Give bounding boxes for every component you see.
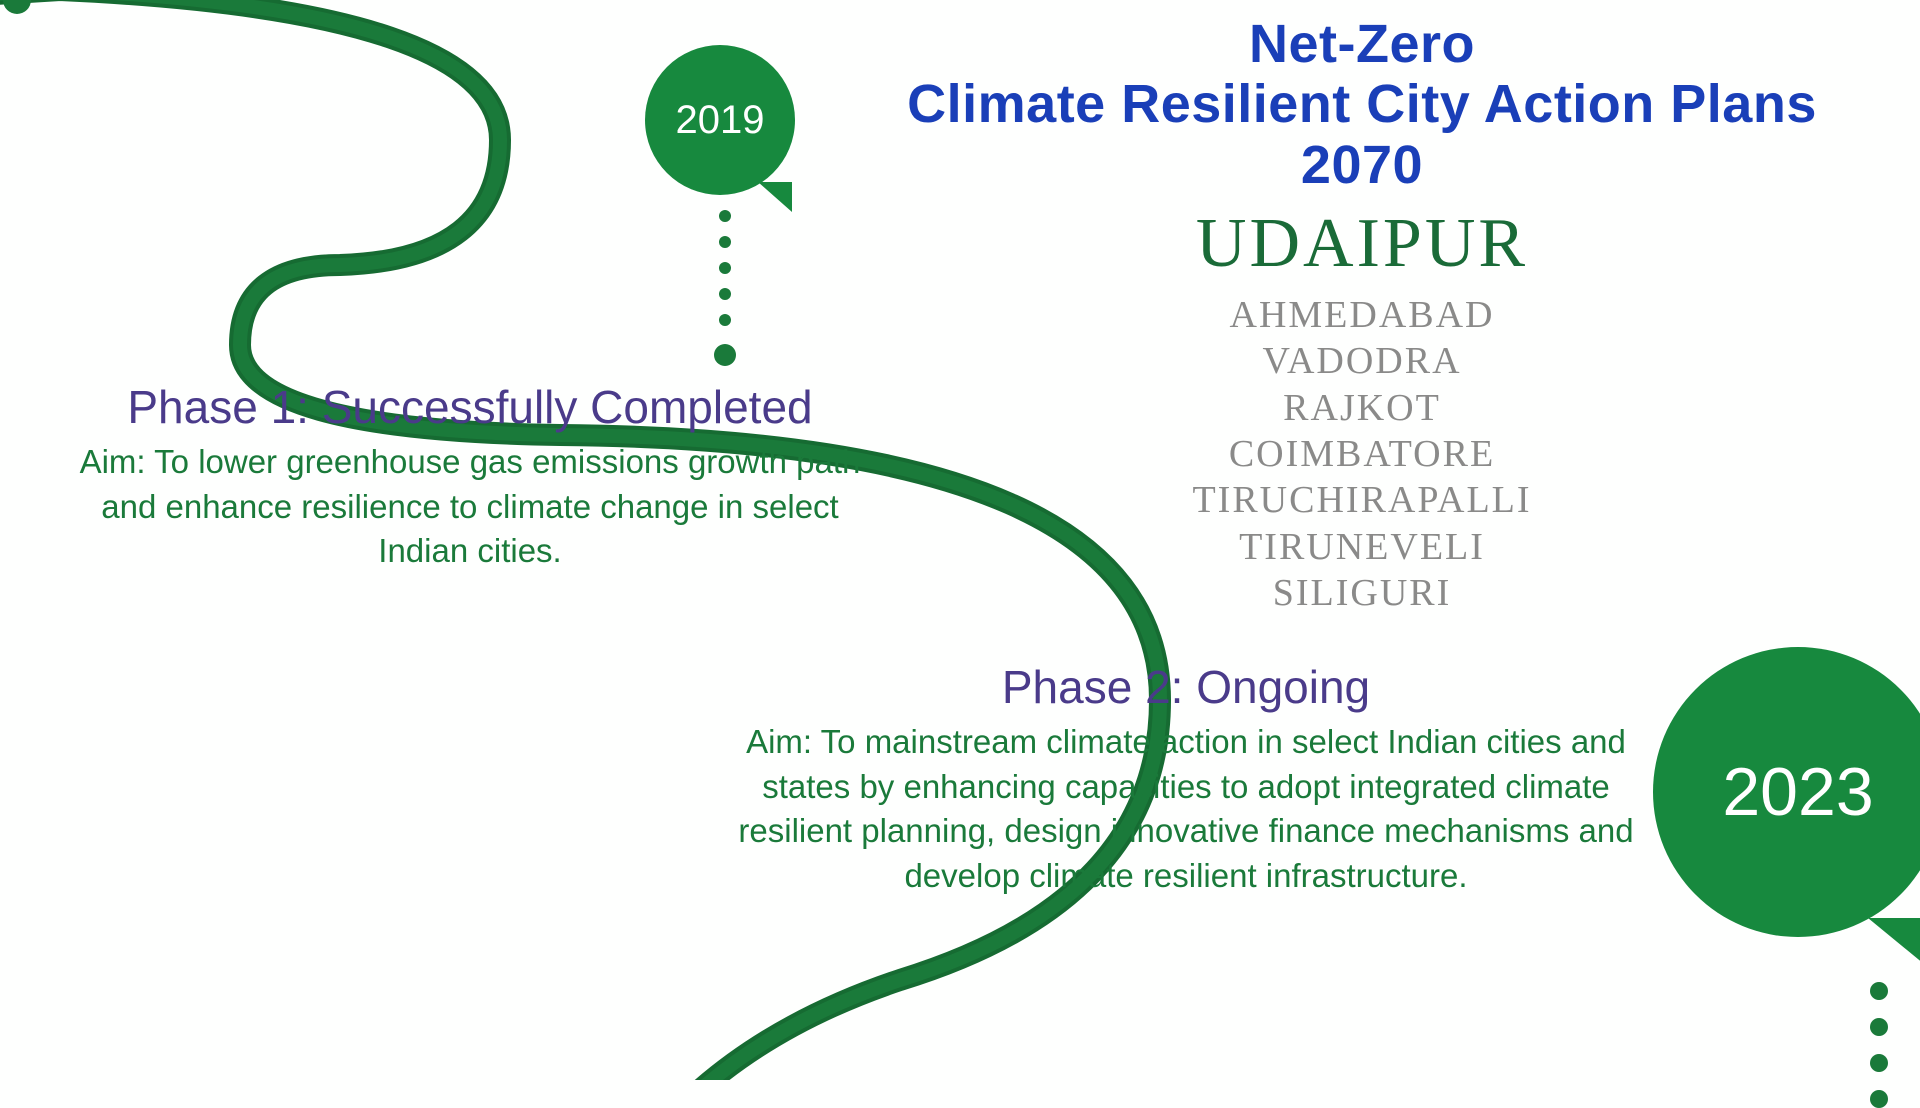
year-bubble-2019: 2019 xyxy=(645,45,795,195)
phase-2-title: Phase 2: Ongoing xyxy=(726,660,1646,714)
dotted-connector-2023 xyxy=(1870,982,1888,1108)
phase-1-title: Phase 1: Successfully Completed xyxy=(60,380,880,434)
city-highlight: UDAIPUR xyxy=(1012,204,1712,284)
title-line: 2070 xyxy=(832,135,1892,195)
bubble-tail-2019 xyxy=(758,182,792,212)
title-line: Climate Resilient City Action Plans xyxy=(832,74,1892,134)
city-item: TIRUNEVELI xyxy=(1012,524,1712,570)
city-item: AHMEDABAD xyxy=(1012,292,1712,338)
phase-2-block: Phase 2: Ongoing Aim: To mainstream clim… xyxy=(726,660,1646,898)
city-item: COIMBATORE xyxy=(1012,431,1712,477)
dotted-connector-2019 xyxy=(714,210,736,366)
main-title: Net-ZeroClimate Resilient City Action Pl… xyxy=(832,14,1892,195)
city-others: AHMEDABADVADODRARAJKOTCOIMBATORETIRUCHIR… xyxy=(1012,292,1712,617)
phase-2-aim: Aim: To mainstream climate action in sel… xyxy=(726,720,1646,898)
city-item: VADODRA xyxy=(1012,338,1712,384)
city-list: UDAIPUR AHMEDABADVADODRARAJKOTCOIMBATORE… xyxy=(1012,204,1712,617)
city-item: RAJKOT xyxy=(1012,385,1712,431)
phase-1-aim: Aim: To lower greenhouse gas emissions g… xyxy=(60,440,880,574)
year-label-2019: 2019 xyxy=(676,98,765,143)
phase-1-block: Phase 1: Successfully Completed Aim: To … xyxy=(60,380,880,574)
year-label-2023: 2023 xyxy=(1722,753,1873,831)
city-item: TIRUCHIRAPALLI xyxy=(1012,477,1712,523)
title-line: Net-Zero xyxy=(832,14,1892,74)
city-item: SILIGURI xyxy=(1012,570,1712,616)
bubble-tail-2023 xyxy=(1868,918,1920,964)
